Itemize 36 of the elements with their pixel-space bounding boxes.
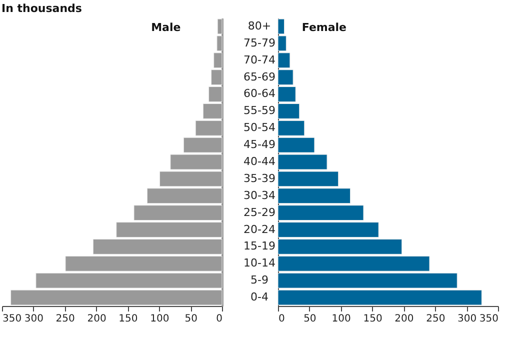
x-tick-label: 0 (216, 314, 222, 324)
y-tick-label: 35-39 (244, 172, 276, 185)
y-tick-label: 10-14 (244, 256, 276, 270)
y-tick-label: 60-64 (244, 87, 276, 100)
x-tick-label: 200 (87, 314, 106, 324)
x-tick-label: 350 (2, 314, 22, 324)
chart-title: In thousands (2, 2, 82, 15)
x-tick-label: 100 (150, 314, 170, 324)
y-tick-label: 30-34 (244, 188, 276, 202)
y-tick-label: 5-9 (250, 274, 268, 287)
y-tick-label: 0-4 (250, 290, 268, 304)
x-tick-label: 150 (363, 314, 382, 324)
x-tick-label: 300 (24, 314, 44, 324)
y-tick-label: 75-79 (244, 36, 276, 50)
x-tick-label: 50 (184, 314, 198, 324)
y-tick-label: 80+ (248, 19, 272, 32)
y-tick-label: 55-59 (244, 104, 276, 118)
text: Male (151, 21, 181, 34)
y-tick-label: 25-29 (244, 206, 276, 219)
x-tick-label: 300 (458, 314, 477, 324)
x-tick-label: 100 (332, 314, 351, 324)
x-tick-label: 200 (394, 314, 414, 324)
y-tick-label: 70-74 (244, 53, 276, 66)
x-tick-label: 50 (304, 314, 316, 324)
y-tick-label: 40-44 (244, 155, 276, 168)
x-tick-label: 250 (56, 314, 75, 324)
x-tick-label: 150 (118, 314, 138, 324)
x-tick-label: 350 (479, 314, 498, 324)
y-tick-label: 20-24 (244, 222, 276, 236)
y-tick-label: 45-49 (244, 138, 276, 152)
y-tick-label: 65-69 (244, 70, 276, 84)
x-tick-label: 250 (426, 314, 446, 324)
y-tick-label: 15-19 (244, 240, 276, 253)
series-label: Female (302, 21, 347, 34)
x-tick-label: 0 (278, 314, 285, 324)
y-tick-label: 50-54 (244, 121, 276, 134)
